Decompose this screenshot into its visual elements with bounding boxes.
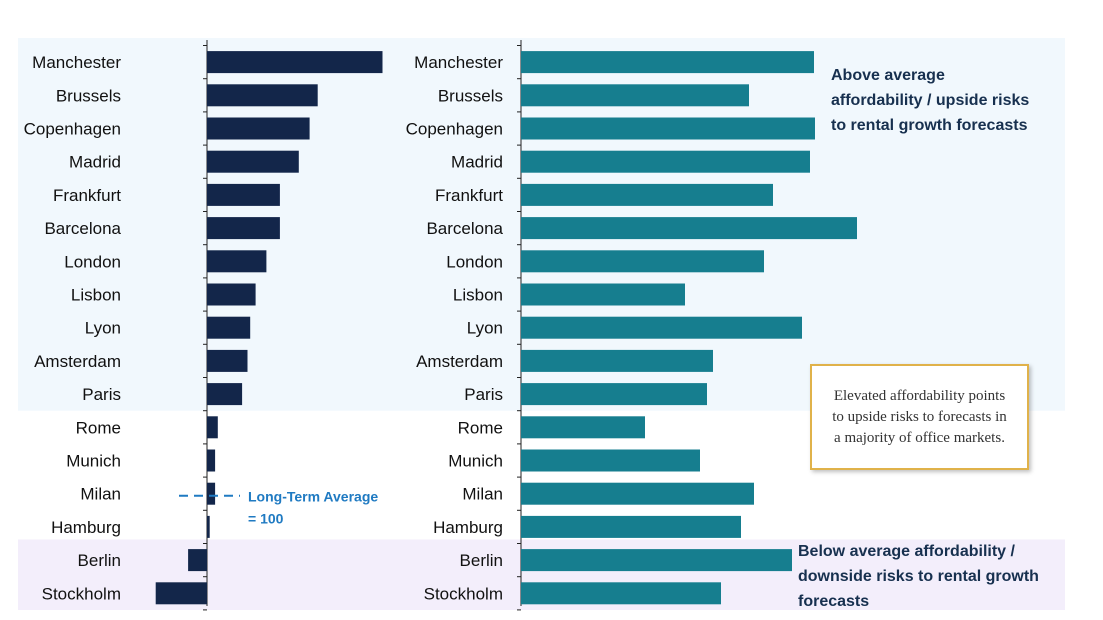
left-label-frankfurt: Frankfurt [53, 186, 121, 205]
left-label-lisbon: Lisbon [71, 286, 121, 305]
note-box: Elevated affordability points to upside … [810, 364, 1029, 470]
right-bar-berlin [521, 549, 792, 572]
right-label-rome: Rome [458, 418, 503, 437]
above-average-annotation: Above average [831, 67, 945, 84]
right-bar-brussels [521, 84, 749, 107]
left-bar-rome [207, 416, 218, 439]
left-bar-amsterdam [207, 349, 248, 372]
left-bar-paris [207, 383, 243, 406]
left-label-berlin: Berlin [78, 551, 121, 570]
long-term-average-label: Long-Term Average [248, 489, 378, 505]
left-bar-stockholm [155, 582, 207, 605]
left-label-munich: Munich [66, 452, 121, 471]
right-label-barcelona: Barcelona [426, 219, 503, 238]
right-label-hamburg: Hamburg [433, 518, 503, 537]
left-bar-london [207, 250, 267, 273]
left-bar-brussels [207, 84, 318, 107]
right-bar-stockholm [521, 582, 721, 605]
right-bar-lyon [521, 316, 802, 339]
right-label-lisbon: Lisbon [453, 286, 503, 305]
left-label-brussels: Brussels [56, 86, 121, 105]
right-bar-amsterdam [521, 349, 713, 372]
left-bar-munich [207, 449, 216, 472]
below-average-annotation: forecasts [798, 593, 869, 610]
right-label-madrid: Madrid [451, 153, 503, 172]
right-label-london: London [446, 252, 503, 271]
right-label-frankfurt: Frankfurt [435, 186, 503, 205]
above-average-annotation: affordability / upside risks [831, 92, 1029, 109]
right-label-stockholm: Stockholm [424, 584, 503, 603]
right-bar-rome [521, 416, 645, 439]
left-bar-hamburg [207, 515, 210, 538]
left-bar-lisbon [207, 283, 256, 306]
below-average-annotation: Below average affordability / [798, 543, 1016, 560]
right-label-paris: Paris [464, 385, 503, 404]
right-bar-manchester [521, 51, 814, 74]
right-label-manchester: Manchester [414, 53, 503, 72]
left-bar-copenhagen [207, 117, 310, 140]
right-bar-london [521, 250, 764, 273]
left-label-paris: Paris [82, 385, 121, 404]
above-average-annotation: to rental growth forecasts [831, 117, 1028, 134]
long-term-average-label: = 100 [248, 511, 284, 527]
right-bar-munich [521, 449, 700, 472]
left-bar-milan [207, 482, 216, 505]
right-bar-madrid [521, 150, 810, 173]
right-label-milan: Milan [462, 485, 503, 504]
left-label-lyon: Lyon [85, 319, 121, 338]
left-bar-manchester [207, 51, 383, 74]
right-label-berlin: Berlin [460, 551, 503, 570]
below-average-annotation: downside risks to rental growth [798, 568, 1039, 585]
left-label-milan: Milan [80, 485, 121, 504]
right-label-copenhagen: Copenhagen [406, 120, 503, 139]
left-label-manchester: Manchester [32, 53, 121, 72]
left-label-hamburg: Hamburg [51, 518, 121, 537]
left-label-madrid: Madrid [69, 153, 121, 172]
right-bar-lisbon [521, 283, 685, 306]
left-label-barcelona: Barcelona [44, 219, 121, 238]
note-text: Elevated affordability points to upside … [832, 387, 1007, 446]
right-bar-paris [521, 383, 707, 406]
left-bar-frankfurt [207, 183, 280, 206]
left-bar-barcelona [207, 217, 280, 240]
right-label-brussels: Brussels [438, 86, 503, 105]
right-bar-barcelona [521, 217, 857, 240]
right-bar-copenhagen [521, 117, 815, 140]
left-label-london: London [64, 252, 121, 271]
right-bar-hamburg [521, 515, 741, 538]
left-label-rome: Rome [76, 418, 121, 437]
right-label-munich: Munich [448, 452, 503, 471]
left-label-stockholm: Stockholm [42, 584, 121, 603]
left-bar-lyon [207, 316, 251, 339]
left-bar-madrid [207, 150, 299, 173]
right-label-amsterdam: Amsterdam [416, 352, 503, 371]
right-bar-milan [521, 482, 754, 505]
left-label-copenhagen: Copenhagen [24, 120, 121, 139]
left-label-amsterdam: Amsterdam [34, 352, 121, 371]
left-bar-berlin [188, 549, 207, 572]
right-bar-frankfurt [521, 183, 773, 206]
right-label-lyon: Lyon [467, 319, 503, 338]
